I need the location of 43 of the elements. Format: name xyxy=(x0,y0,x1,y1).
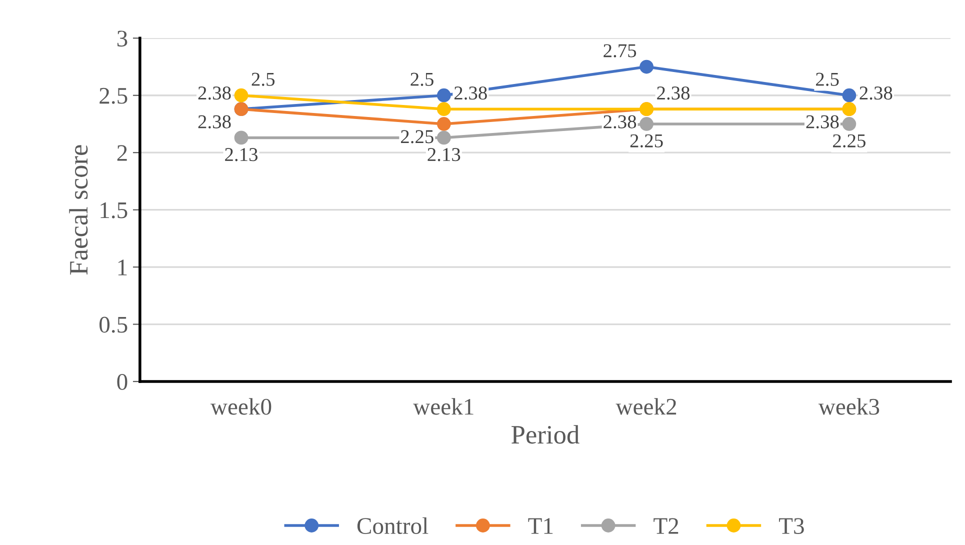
data-label: 2.25 xyxy=(401,130,434,144)
x-tick-label: week3 xyxy=(818,398,880,415)
y-tick-label: 0 xyxy=(117,374,128,390)
point xyxy=(640,60,654,74)
y-axis-title: Faecal score xyxy=(69,145,88,275)
data-label: 2.5 xyxy=(816,72,839,86)
point xyxy=(234,130,248,145)
data-label: 2.13 xyxy=(225,148,258,162)
data-label: 2.13 xyxy=(428,148,460,162)
y-tick-label: 3 xyxy=(117,30,128,47)
y-tick-label: 0.5 xyxy=(100,316,128,333)
point xyxy=(842,88,856,102)
y-tick-label: 1.5 xyxy=(100,202,128,218)
y-tick-label: 2.5 xyxy=(100,88,128,104)
data-label: 2.5 xyxy=(410,72,434,86)
legend-label: T1 xyxy=(528,518,553,534)
legend-label: T3 xyxy=(779,518,804,534)
y-tick-label: 1 xyxy=(118,260,127,276)
point xyxy=(436,117,451,131)
x-tick-label: week1 xyxy=(413,398,474,415)
data-label: 2.5 xyxy=(252,72,275,86)
point xyxy=(640,117,654,131)
data-label: 2.25 xyxy=(630,134,663,148)
data-label: 2.38 xyxy=(454,86,487,100)
data-label: 2.38 xyxy=(198,86,231,100)
y-tick-label: 2 xyxy=(117,145,127,161)
legend-label: T2 xyxy=(654,518,678,534)
point xyxy=(842,117,856,131)
data-label: 2.75 xyxy=(604,44,636,58)
point xyxy=(436,102,451,116)
data-label: 2.38 xyxy=(604,115,636,128)
legend-label: Control xyxy=(357,517,428,534)
x-axis-title: Period xyxy=(512,425,580,444)
data-label: 2.38 xyxy=(860,86,892,100)
x-tick-label: week2 xyxy=(616,398,676,415)
x-tick-label: week0 xyxy=(210,398,272,415)
data-label: 2.38 xyxy=(657,86,690,100)
data-label: 2.38 xyxy=(806,115,839,128)
data-label: 2.25 xyxy=(833,134,866,148)
point xyxy=(436,88,451,102)
data-label: 2.38 xyxy=(198,115,231,128)
point xyxy=(436,130,451,145)
point xyxy=(234,88,248,102)
